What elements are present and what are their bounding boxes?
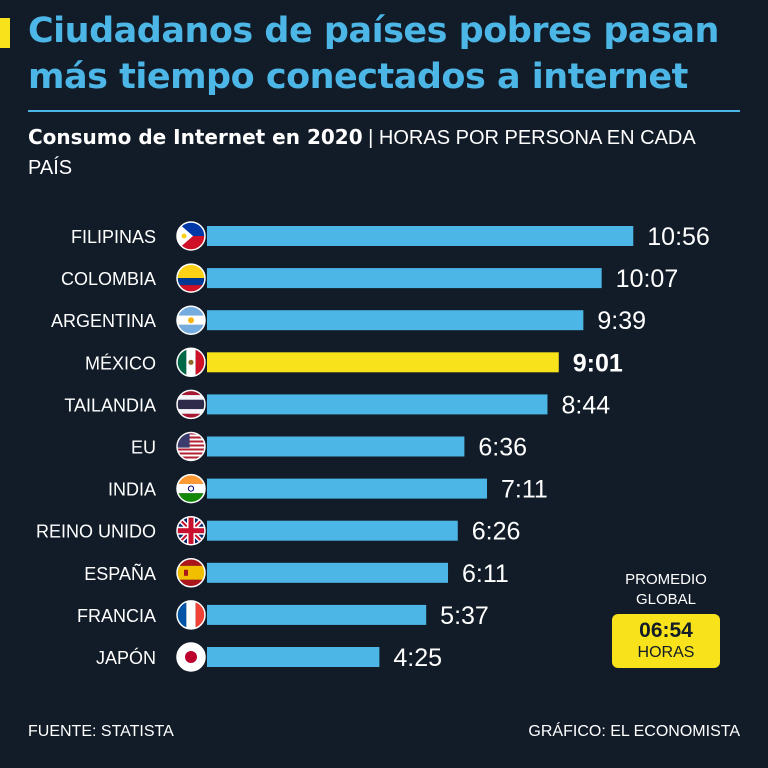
category-label: FILIPINAS [71, 227, 156, 247]
value-label: 10:56 [647, 223, 710, 251]
title-divider [28, 110, 740, 112]
bar-row: EU 6:36 [131, 431, 527, 462]
bar [207, 647, 380, 667]
global-average-unit: HORAS [637, 644, 695, 661]
bar [207, 268, 602, 289]
bar [207, 604, 427, 625]
thailand-flag-icon [176, 389, 206, 420]
category-label: INDIA [108, 480, 156, 500]
chart-title: Ciudadanos de países pobres pasan más ti… [28, 11, 719, 97]
uk-flag-icon [176, 515, 206, 546]
value-label: 5:37 [440, 602, 489, 630]
global-average-value: 06:54 [639, 619, 693, 642]
mexico-flag-icon [176, 347, 206, 378]
bar-row: ESPAÑA 6:11 [84, 558, 509, 588]
bar-row: FRANCIA 5:37 [77, 600, 489, 630]
value-label: 9:01 [573, 349, 623, 377]
category-label: JAPÓN [96, 647, 156, 668]
spain-flag-icon [176, 558, 206, 588]
bar [207, 436, 465, 457]
credit-note: GRÁFICO: EL ECONOMISTA [528, 723, 740, 740]
usa-flag-icon [176, 431, 206, 462]
value-label: 10:07 [616, 265, 679, 293]
bar [207, 520, 458, 541]
global-average-badge: 06:54 HORAS [612, 614, 720, 668]
argentina-flag-icon [176, 305, 206, 335]
philippines-flag-icon [176, 221, 206, 251]
value-label: 6:26 [472, 518, 521, 546]
india-flag-icon [176, 473, 206, 504]
bar-row: JAPÓN 4:25 [96, 642, 442, 672]
bar-row: FILIPINAS 10:56 [71, 221, 710, 251]
category-label: ARGENTINA [51, 311, 156, 331]
value-label: 6:36 [478, 434, 527, 462]
japan-flag-icon [176, 642, 206, 672]
bar [207, 394, 548, 415]
category-label: COLOMBIA [61, 269, 156, 289]
bar-row: TAILANDIA 8:44 [64, 389, 610, 420]
bar-row: INDIA 7:11 [108, 473, 548, 504]
category-label: ESPAÑA [84, 563, 156, 584]
value-label: 9:39 [597, 307, 646, 335]
bar-row: MÉXICO 9:01 [85, 347, 623, 378]
category-label: TAILANDIA [64, 395, 156, 415]
subtitle-unit: | HORAS POR PERSONA EN CADA PAÍS [28, 127, 695, 179]
value-label: 8:44 [561, 391, 610, 419]
global-average-label: PROMEDIO GLOBAL [625, 571, 707, 608]
bar-highlight [207, 352, 559, 373]
bar [207, 478, 488, 499]
category-label: FRANCIA [77, 606, 156, 626]
france-flag-icon [176, 600, 206, 630]
source-note: FUENTE: STATISTA [28, 723, 174, 740]
bar [207, 226, 634, 246]
category-label: EU [131, 438, 156, 458]
colombia-flag-icon [176, 263, 206, 293]
chart-subtitle: Consumo de Internet en 2020 | HORAS POR … [28, 122, 728, 183]
bar-row: ARGENTINA 9:39 [51, 305, 646, 335]
title-accent-bar [0, 18, 10, 48]
category-label: REINO UNIDO [36, 522, 156, 542]
bar [207, 562, 449, 583]
category-label: MÉXICO [85, 353, 156, 373]
value-label: 4:25 [393, 644, 442, 672]
value-label: 7:11 [501, 476, 548, 504]
subtitle-main: Consumo de Internet en 2020 [28, 125, 363, 149]
bar-row: COLOMBIA 10:07 [61, 263, 679, 293]
bar [207, 310, 584, 331]
value-label: 6:11 [462, 560, 509, 588]
bar-row: REINO UNIDO 6:26 [36, 515, 521, 546]
